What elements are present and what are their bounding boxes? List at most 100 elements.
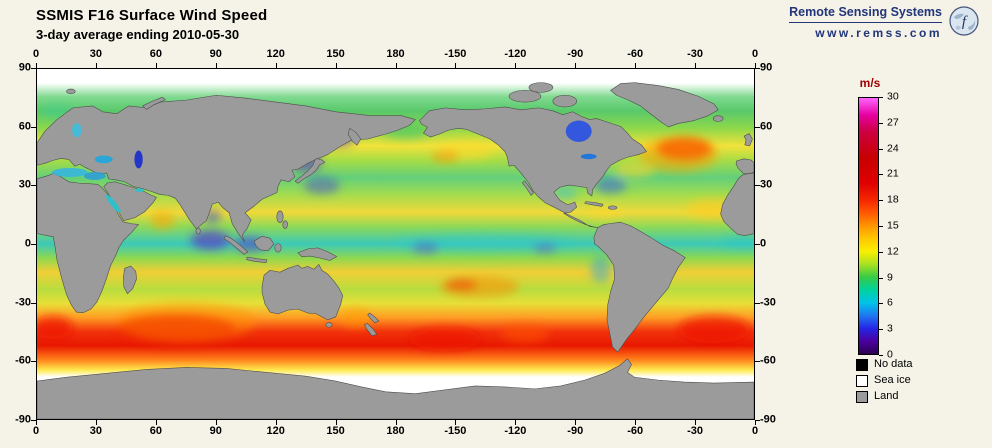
axis-tick bbox=[455, 420, 457, 425]
axis-tick bbox=[455, 63, 457, 68]
lat-axis-ticks-right bbox=[755, 68, 760, 421]
lat-tick-label: 0 bbox=[24, 237, 31, 250]
axis-tick bbox=[36, 63, 37, 68]
lon-tick-label: -150 bbox=[444, 48, 467, 60]
axis-tick bbox=[275, 63, 277, 68]
axis-tick bbox=[515, 63, 517, 68]
axis-tick bbox=[755, 361, 760, 363]
legend-swatch bbox=[856, 358, 868, 371]
axis-tick bbox=[36, 420, 37, 425]
lon-axis-ticks-bottom bbox=[36, 420, 756, 425]
axis-tick bbox=[755, 63, 756, 68]
axis-tick bbox=[755, 302, 760, 304]
colorbar-tick-label: 27 bbox=[887, 116, 899, 129]
lon-tick-label: 180 bbox=[386, 425, 405, 437]
colorbar-tick-label: 6 bbox=[887, 296, 893, 309]
colorbar-tick-label: 9 bbox=[887, 271, 893, 284]
lon-tick-label: -90 bbox=[567, 425, 584, 437]
colorbar-tick-label: 30 bbox=[887, 90, 899, 103]
axis-tick bbox=[335, 420, 337, 425]
lat-axis-right: 90 60 30 0 -30 -60 -90 bbox=[760, 62, 790, 425]
colorbar-tick-label: 15 bbox=[887, 219, 899, 232]
lat-tick-label: -60 bbox=[15, 354, 31, 367]
axis-tick bbox=[31, 185, 36, 187]
axis-tick bbox=[755, 126, 760, 128]
brand-name: Remote Sensing Systems bbox=[789, 5, 942, 23]
axis-tick bbox=[95, 420, 97, 425]
colorbar-tick bbox=[879, 148, 883, 150]
branding: Remote Sensing Systems www.remss.com f bbox=[789, 5, 980, 40]
axis-tick bbox=[275, 420, 277, 425]
lon-axis-top: 0 30 60 90 120 150 180 -150 -120 -90 -60 -30 0 bbox=[32, 47, 759, 61]
lon-tick-label: -30 bbox=[687, 425, 704, 437]
lat-tick-label: -60 bbox=[760, 354, 776, 367]
colorbar-ticks bbox=[879, 97, 884, 356]
colorbar-tick-label: 24 bbox=[887, 142, 899, 155]
lon-tick-label: -60 bbox=[627, 425, 644, 437]
lon-tick-label: 90 bbox=[209, 48, 222, 60]
axis-tick bbox=[695, 420, 697, 425]
lon-tick-label: 0 bbox=[32, 425, 40, 437]
svg-text:f: f bbox=[962, 14, 968, 30]
lon-tick-label: 30 bbox=[89, 425, 103, 437]
colorbar-tick bbox=[879, 251, 883, 253]
lon-tick-label: 90 bbox=[209, 425, 222, 437]
lon-tick-label: 0 bbox=[751, 48, 759, 60]
axis-tick bbox=[95, 63, 97, 68]
colorbar-tick bbox=[879, 174, 883, 176]
colorbar-labels: 30 27 24 21 18 15 12 9 6 3 0 bbox=[887, 91, 917, 360]
axis-tick bbox=[695, 63, 697, 68]
axis-tick bbox=[31, 126, 36, 128]
axis-tick bbox=[755, 420, 760, 421]
colorbar-tick bbox=[879, 122, 883, 124]
lat-tick-label: 30 bbox=[18, 178, 31, 191]
colorbar-tick bbox=[879, 97, 883, 98]
colorbar-unit: m/s bbox=[859, 76, 881, 90]
lon-tick-label: -150 bbox=[444, 425, 467, 437]
lon-tick-label: 0 bbox=[751, 425, 759, 437]
lon-tick-label: 120 bbox=[266, 48, 285, 60]
axis-tick bbox=[575, 63, 577, 68]
lon-tick-label: 120 bbox=[266, 425, 285, 437]
map-legend: No data Sea ice Land bbox=[856, 358, 913, 406]
world-wind-map-svg bbox=[37, 69, 754, 419]
legend-item: No data bbox=[856, 358, 913, 371]
land-layer bbox=[37, 82, 754, 419]
axis-tick bbox=[755, 244, 760, 245]
lon-axis-ticks-top bbox=[36, 63, 756, 68]
axis-tick bbox=[31, 361, 36, 363]
legend-label: Land bbox=[874, 390, 899, 402]
lon-tick-label: -120 bbox=[504, 425, 527, 437]
axis-tick bbox=[755, 420, 756, 425]
axis-tick bbox=[635, 420, 637, 425]
colorbar-tick-label: 21 bbox=[887, 167, 899, 180]
axis-tick bbox=[155, 420, 157, 425]
axis-tick bbox=[215, 63, 217, 68]
axis-tick bbox=[31, 420, 36, 421]
axis-tick bbox=[335, 63, 337, 68]
world-wind-map bbox=[36, 68, 755, 420]
colorbar-tick bbox=[879, 226, 883, 227]
colorbar-tick bbox=[879, 355, 883, 356]
colorbar-tick bbox=[879, 303, 883, 305]
lat-axis-ticks-left bbox=[31, 68, 36, 421]
lat-tick-label: -90 bbox=[760, 413, 776, 426]
lon-tick-label: 0 bbox=[32, 48, 40, 60]
colorbar-tick bbox=[879, 277, 883, 279]
inland-seas-layer bbox=[51, 120, 597, 213]
legend-item: Sea ice bbox=[856, 374, 913, 387]
axis-tick bbox=[395, 63, 397, 68]
legend-swatch bbox=[856, 390, 868, 403]
axis-tick bbox=[31, 302, 36, 304]
lon-tick-label: -90 bbox=[567, 48, 584, 60]
colorbar-tick-label: 3 bbox=[887, 322, 893, 335]
lat-tick-label: -30 bbox=[15, 296, 31, 309]
axis-tick bbox=[515, 420, 517, 425]
brand-url: www.remss.com bbox=[815, 26, 942, 40]
lon-tick-label: 150 bbox=[326, 425, 345, 437]
lat-tick-label: 0 bbox=[760, 237, 767, 250]
globe-icon: f bbox=[948, 5, 980, 37]
colorbar-tick-label: 12 bbox=[887, 245, 899, 258]
lat-tick-label: 90 bbox=[760, 61, 773, 74]
